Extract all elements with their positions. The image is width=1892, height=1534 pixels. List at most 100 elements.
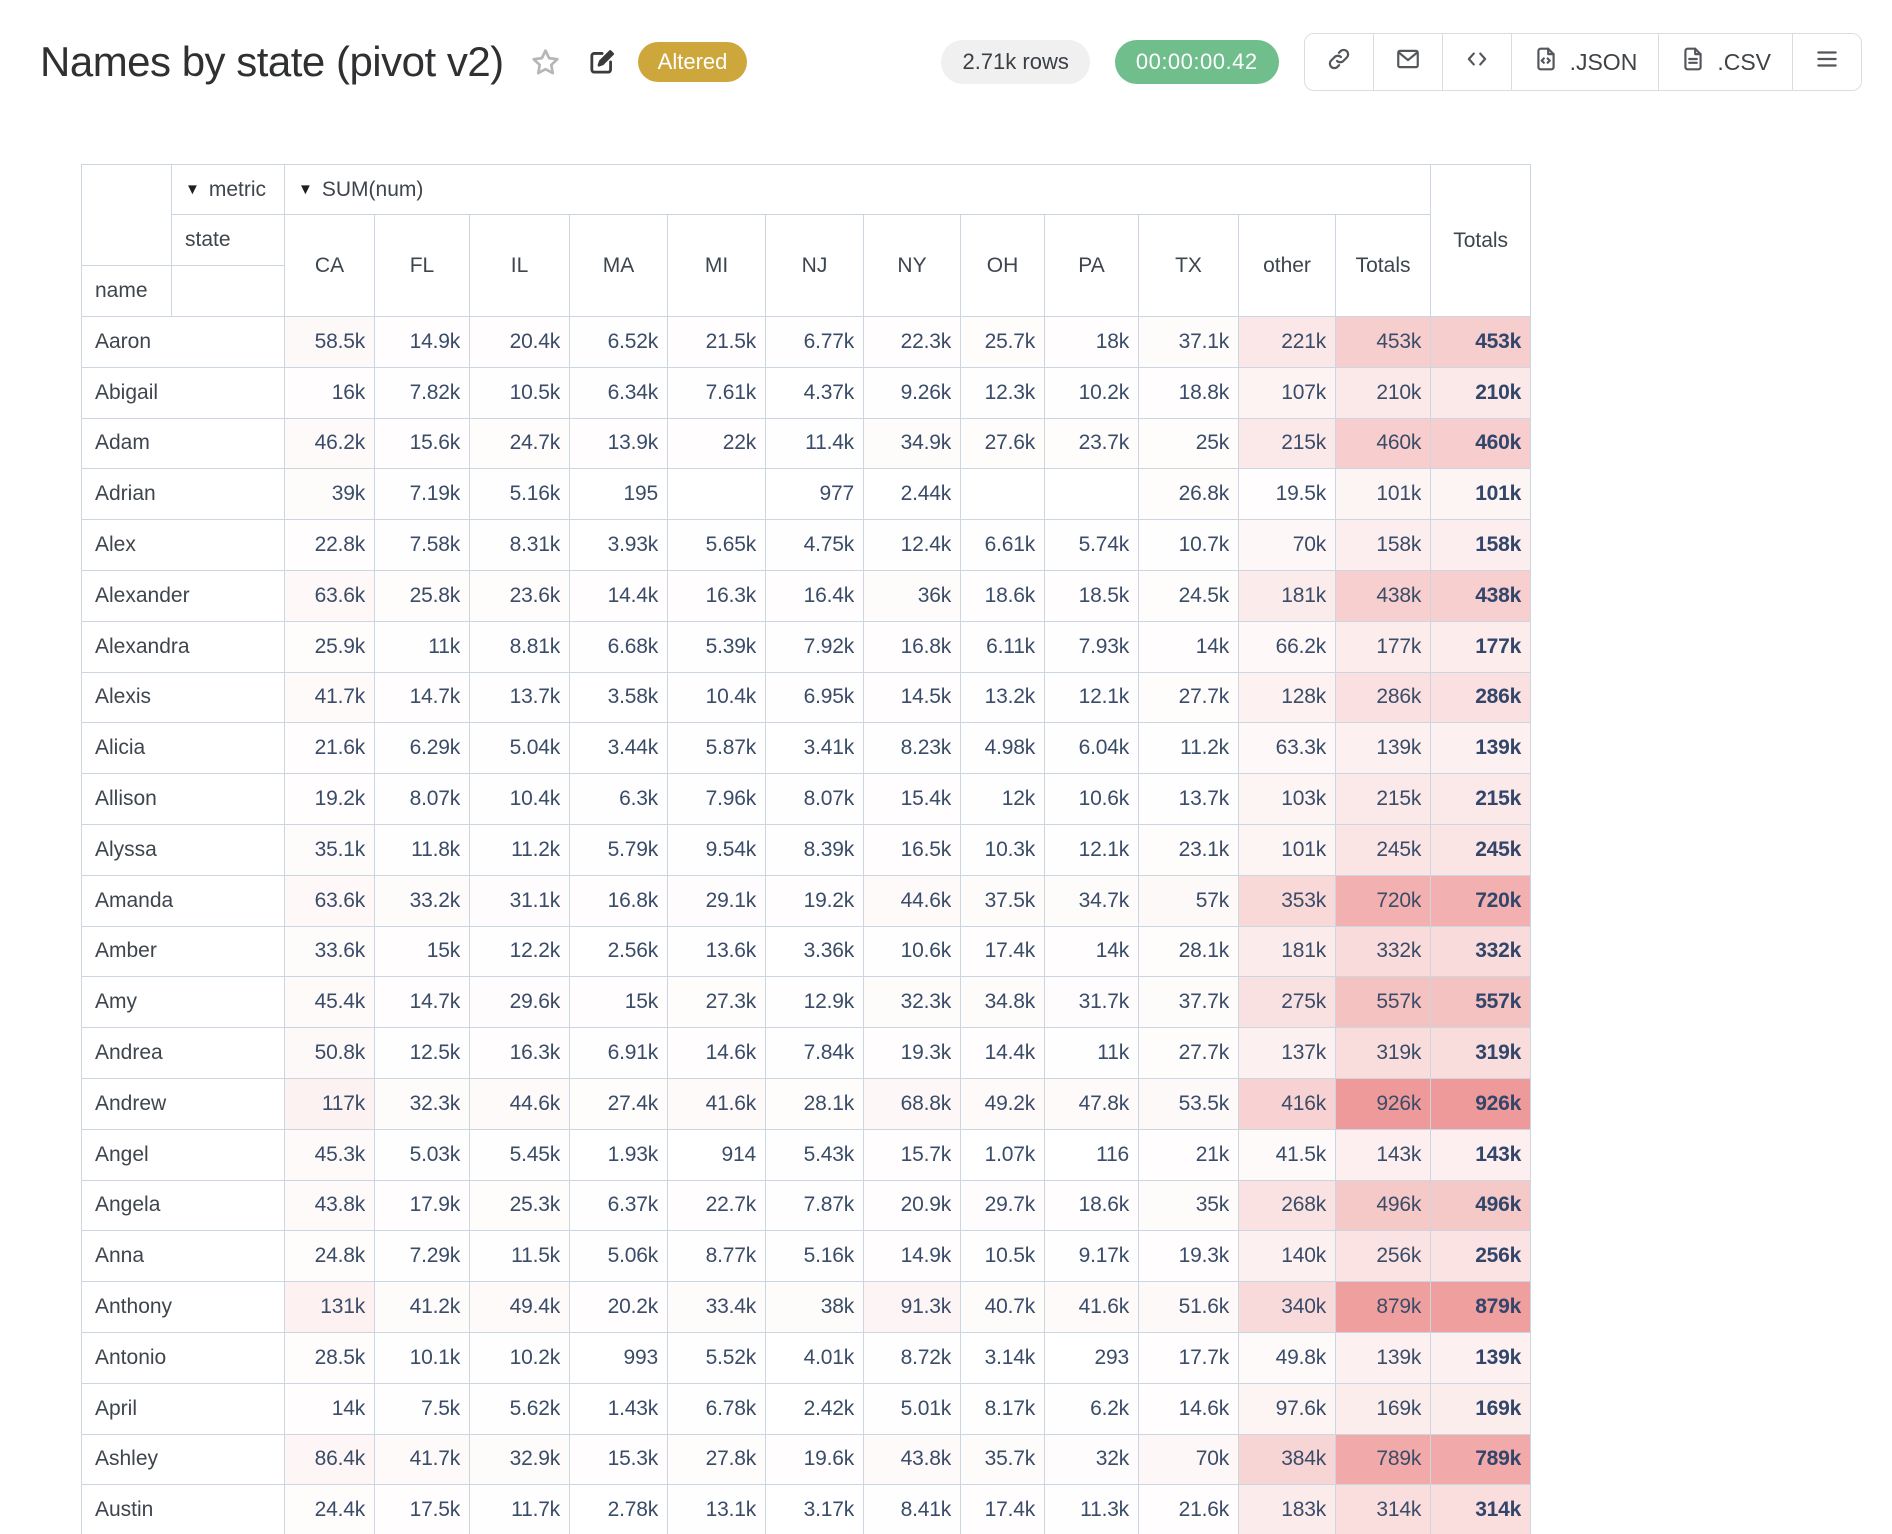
column-header-fl[interactable]: FL — [374, 214, 470, 317]
value-cell: 27.7k — [1138, 1027, 1239, 1079]
value-cell: 19.2k — [284, 773, 375, 825]
column-header-oh[interactable]: OH — [960, 214, 1045, 317]
export-csv-button[interactable]: .CSV — [1658, 34, 1792, 90]
value-cell: 6.78k — [667, 1382, 766, 1435]
altered-badge[interactable]: Altered — [637, 42, 748, 82]
value-cell: 63.6k — [284, 569, 375, 622]
value-cell: 10.7k — [1138, 519, 1239, 571]
value-cell: 12.2k — [469, 925, 570, 978]
value-cell: 15.7k — [863, 1128, 961, 1181]
value-cell: 10.3k — [960, 823, 1045, 876]
column-header-mi[interactable]: MI — [667, 214, 766, 317]
value-cell: 158k — [1334, 519, 1432, 571]
value-cell: 58.5k — [284, 316, 375, 368]
value-cell: 256k — [1334, 1230, 1432, 1283]
value-cell: 32.3k — [374, 1077, 470, 1130]
value-cell: 29.1k — [667, 874, 766, 927]
value-cell: 41.7k — [374, 1433, 470, 1486]
metric-header[interactable]: ▼ metric — [171, 164, 285, 215]
value-cell: 17.5k — [374, 1484, 470, 1534]
value-cell: 29.6k — [469, 976, 570, 1029]
value-cell: 245k — [1334, 823, 1432, 876]
favorite-star-icon[interactable] — [530, 47, 561, 78]
value-cell: 789k — [1334, 1433, 1432, 1486]
row-total-cell: 215k — [1430, 773, 1532, 825]
value-cell: 63.6k — [284, 874, 375, 927]
value-cell: 44.6k — [469, 1077, 570, 1130]
column-header-tx[interactable]: TX — [1138, 214, 1239, 317]
value-cell: 914 — [667, 1128, 766, 1181]
value-cell: 1.43k — [569, 1382, 668, 1435]
column-header-other[interactable]: other — [1238, 214, 1336, 317]
value-cell: 28.5k — [284, 1331, 375, 1384]
value-cell: 7.5k — [374, 1382, 470, 1435]
toolbar: .JSON .CSV — [1303, 33, 1862, 91]
row-total-cell: 139k — [1430, 1331, 1532, 1384]
value-cell: 879k — [1334, 1281, 1432, 1333]
value-cell: 57k — [1138, 874, 1239, 927]
copy-link-button[interactable] — [1304, 34, 1373, 90]
column-header-pa[interactable]: PA — [1044, 214, 1139, 317]
value-cell: 3.58k — [569, 671, 668, 724]
embed-code-button[interactable] — [1441, 34, 1511, 90]
metric-value-label: SUM(num) — [321, 177, 424, 201]
row-name: Amanda — [81, 874, 285, 927]
value-cell: 50.8k — [284, 1027, 375, 1079]
value-cell: 10.6k — [863, 925, 961, 978]
file-code-icon — [1533, 46, 1559, 78]
value-cell: 41.7k — [284, 671, 375, 724]
value-cell: 6.04k — [1044, 722, 1139, 775]
value-cell: 38k — [765, 1281, 864, 1333]
column-header-ny[interactable]: NY — [863, 214, 961, 317]
value-cell: 7.84k — [765, 1027, 864, 1079]
value-cell: 16.4k — [765, 569, 864, 622]
value-cell: 140k — [1238, 1230, 1336, 1283]
value-cell: 977 — [765, 468, 864, 521]
value-cell: 33.6k — [284, 925, 375, 978]
column-header-nj[interactable]: NJ — [765, 214, 864, 317]
value-cell: 3.44k — [569, 722, 668, 775]
column-header-il[interactable]: IL — [469, 214, 570, 317]
value-cell: 2.78k — [569, 1484, 668, 1534]
table-row: Andrea 50.8k 12.5k 16.3k 6.91k 14.6k 7.84k 19.3… — [81, 1027, 1532, 1079]
column-header-ca[interactable]: CA — [284, 214, 375, 317]
value-cell: 31.7k — [1044, 976, 1139, 1029]
email-button[interactable] — [1372, 34, 1442, 90]
value-cell: 19.2k — [765, 874, 864, 927]
value-cell: 4.98k — [960, 722, 1045, 775]
value-cell: 12.1k — [1044, 823, 1139, 876]
value-cell: 438k — [1334, 569, 1432, 622]
value-cell: 215k — [1334, 773, 1432, 825]
link-icon — [1326, 46, 1352, 78]
value-cell: 3.36k — [765, 925, 864, 978]
column-header-totals[interactable]: Totals — [1334, 214, 1432, 317]
row-name: Austin — [81, 1484, 285, 1534]
row-name: Adrian — [81, 468, 285, 521]
value-cell: 268k — [1238, 1179, 1336, 1232]
value-cell: 19.6k — [765, 1433, 864, 1486]
value-cell: 8.31k — [469, 519, 570, 571]
value-cell: 5.03k — [374, 1128, 470, 1181]
value-cell: 10.6k — [1044, 773, 1139, 825]
column-header-ma[interactable]: MA — [569, 214, 668, 317]
value-cell: 13.7k — [1138, 773, 1239, 825]
edit-icon[interactable] — [587, 48, 616, 77]
table-row: Adrian 39k 7.19k 5.16k 195 977 2.44k 26.8k 19.5k… — [81, 468, 1532, 521]
value-cell: 25.7k — [960, 316, 1045, 368]
value-cell: 557k — [1334, 976, 1432, 1029]
value-cell: 25k — [1138, 417, 1239, 470]
row-name: Angel — [81, 1128, 285, 1181]
value-cell: 16.8k — [569, 874, 668, 927]
value-cell: 19.5k — [1238, 468, 1336, 521]
export-json-button[interactable]: .JSON — [1510, 34, 1659, 90]
row-total-cell: 169k — [1430, 1382, 1532, 1435]
menu-button[interactable] — [1792, 34, 1861, 90]
sum-num-header[interactable]: ▼ SUM(num) — [283, 164, 1432, 215]
value-cell: 6.37k — [569, 1179, 668, 1232]
value-cell: 19.3k — [1138, 1230, 1239, 1283]
value-cell: 13.1k — [667, 1484, 766, 1534]
row-name: Anthony — [81, 1281, 285, 1333]
row-total-cell: 879k — [1430, 1281, 1532, 1333]
value-cell: 181k — [1238, 569, 1336, 622]
table-row: Aaron 58.5k 14.9k 20.4k 6.52k 21.5k 6.77k 22.3k… — [81, 316, 1532, 368]
